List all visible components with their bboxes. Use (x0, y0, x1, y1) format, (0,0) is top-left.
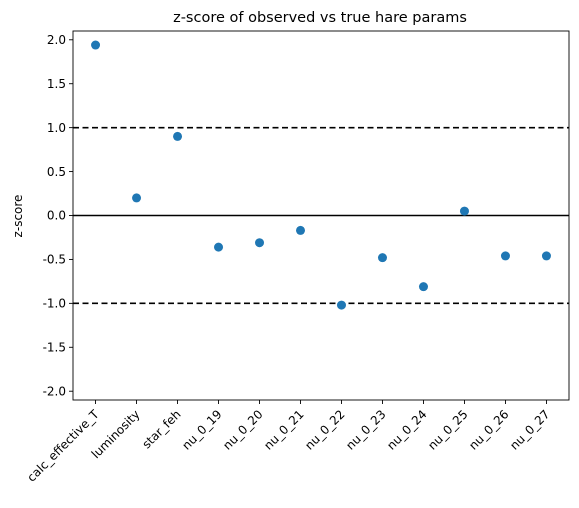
y-tick-label: 0.0 (47, 209, 66, 223)
x-tick-label: nu_0_19 (179, 407, 224, 452)
x-tick-label: nu_0_22 (302, 407, 347, 452)
y-tick-label: 2.0 (47, 33, 66, 47)
x-tick-label: calc_effective_T (24, 407, 102, 485)
x-tick-label: nu_0_23 (343, 407, 388, 452)
data-points (91, 40, 551, 310)
y-tick-label: 1.5 (47, 77, 66, 91)
data-point (214, 242, 224, 252)
y-tick-label: 0.5 (47, 165, 66, 179)
x-axis-ticks: calc_effective_Tluminositystar_fehnu_0_1… (24, 400, 553, 485)
data-point (336, 300, 346, 310)
x-tick-label: nu_0_25 (425, 407, 470, 452)
x-tick-label: star_feh (139, 407, 183, 451)
data-point (255, 238, 265, 248)
data-point (91, 40, 101, 50)
x-tick-label: nu_0_26 (466, 407, 511, 452)
reference-lines (73, 126, 569, 305)
x-tick-label: nu_0_20 (220, 407, 265, 452)
y-tick-label: -1.5 (43, 340, 66, 354)
y-axis-label: z-score (11, 195, 25, 238)
data-point (459, 206, 469, 216)
data-point (377, 253, 387, 263)
data-point (541, 251, 551, 261)
y-axis-ticks: 2.0 1.5 1.0 0.5 0.0 -0.5 -1.0 -1.5 -2.0 (43, 33, 73, 398)
data-point (418, 282, 428, 292)
plot-frame (72, 30, 570, 401)
data-point (132, 193, 142, 203)
data-point (500, 251, 510, 261)
data-point (296, 225, 306, 235)
x-tick-label: nu_0_21 (261, 407, 306, 452)
y-tick-label: -2.0 (43, 384, 66, 398)
chart-title: z-score of observed vs true hare params (173, 10, 467, 26)
y-tick-label: -1.0 (43, 297, 66, 311)
x-tick-label: nu_0_27 (507, 407, 552, 452)
y-tick-label: -0.5 (43, 253, 66, 267)
y-tick-label: 1.0 (47, 121, 66, 135)
x-tick-label: nu_0_24 (384, 407, 429, 452)
data-point (173, 131, 183, 141)
